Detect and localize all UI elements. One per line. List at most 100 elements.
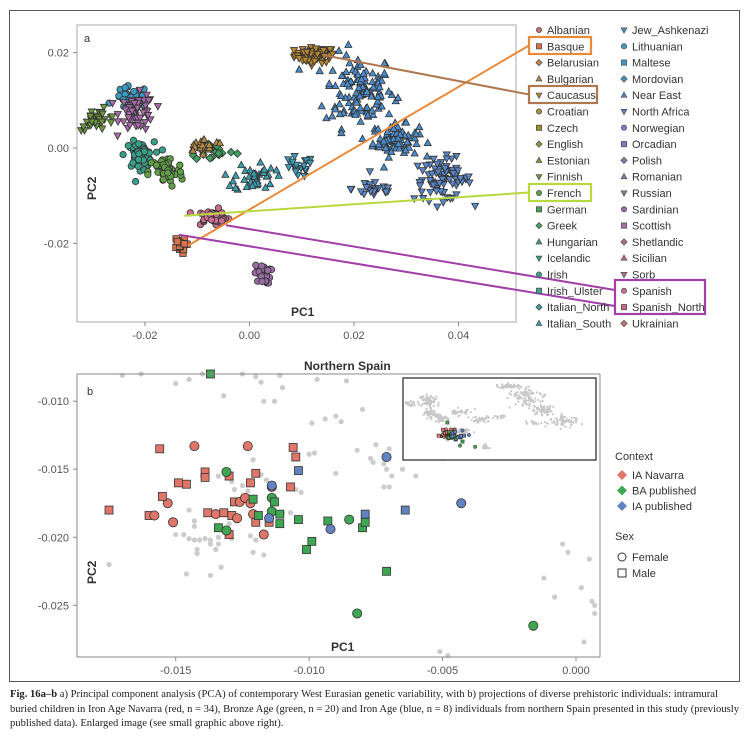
data-point-near-east: [358, 134, 367, 142]
data-point-near-east: [403, 137, 412, 146]
inset-point: [556, 422, 559, 425]
sample-ba-published-male: [323, 516, 333, 526]
inset-point: [559, 417, 563, 420]
data-point-russian: [121, 106, 130, 115]
data-point-russian: [119, 118, 128, 127]
sample-ia-navarra-male: [104, 505, 114, 515]
data-point-irish: [131, 177, 140, 186]
legend-label: Basque: [547, 41, 584, 53]
inset-point: [546, 405, 549, 408]
legend-marker-icon: [536, 189, 543, 196]
inset-sample: [436, 433, 441, 438]
legend-diamond-icon: [617, 470, 627, 480]
data-point-italian-south: [240, 175, 249, 183]
data-point-near-east: [331, 81, 340, 89]
x-tick-label: 0.000: [562, 665, 590, 677]
background-point: [306, 451, 312, 457]
inset-point: [543, 393, 546, 396]
data-point-italian-south: [256, 157, 265, 166]
inset-point: [464, 429, 468, 432]
inset-point: [442, 416, 445, 419]
data-point-near-east: [393, 122, 402, 131]
background-point: [250, 549, 256, 555]
legend-item-irish-ulster: Irish_Ulster: [536, 286, 603, 298]
y-tick-label: 0.02: [48, 48, 69, 60]
sample-ia-navarra-male: [251, 468, 261, 478]
inset-point: [460, 411, 463, 414]
panel-b-title: Northern Spain: [304, 359, 391, 373]
inset-point: [526, 403, 529, 406]
data-point-italian-south: [249, 168, 258, 177]
legend-item-spanish: Spanish: [621, 286, 672, 298]
data-point-finnish: [98, 110, 107, 119]
sample-ba-published-male: [248, 494, 258, 504]
data-point-north-africa: [433, 160, 442, 169]
data-point-caucasus: [310, 58, 319, 66]
data-point-irish: [135, 140, 143, 148]
data-point-italian-south: [260, 165, 269, 173]
sample-ia-navarra-male: [246, 478, 255, 488]
y-tick-label: 0.00: [48, 143, 69, 155]
inset-point: [516, 385, 519, 389]
inset-point: [533, 405, 537, 408]
inset-point: [472, 420, 476, 423]
legend-marker-icon: [536, 271, 543, 278]
data-point-near-east: [359, 69, 368, 77]
data-point-north-africa: [432, 187, 441, 196]
inset-point: [465, 408, 468, 412]
legend-label: Shetlandic: [632, 237, 684, 249]
inset-point: [570, 423, 573, 426]
data-point-north-africa: [470, 202, 480, 211]
legend-marker-icon: [621, 124, 628, 131]
data-point-russian: [113, 111, 123, 119]
legend-marker-icon: [620, 27, 628, 34]
legend-marker-icon: [536, 108, 543, 115]
inset-point: [425, 393, 428, 396]
data-point-near-east: [363, 110, 372, 119]
data-point-near-east: [345, 58, 354, 67]
sample-ia-published-female: [456, 498, 467, 509]
legend-marker-icon: [536, 124, 543, 131]
legend-marker-icon: [621, 43, 628, 50]
inset-point: [551, 413, 554, 416]
data-point-greek: [205, 153, 215, 163]
background-point: [173, 380, 179, 387]
inset-point: [545, 411, 548, 414]
inset-point: [555, 419, 559, 423]
inset-point: [469, 411, 472, 414]
inset-point: [535, 391, 539, 394]
background-point: [194, 550, 200, 557]
data-point-irish: [119, 150, 127, 159]
data-point-north-africa: [448, 180, 457, 189]
data-point-russian: [135, 114, 145, 123]
inset-point: [525, 399, 528, 402]
legend-marker-icon: [535, 92, 543, 100]
data-point-bulgarian: [188, 146, 198, 154]
legend-label: Ukrainian: [632, 318, 678, 330]
inset-point: [424, 398, 428, 401]
legend-item-albanian: Albanian: [536, 25, 590, 37]
inset-point: [437, 417, 440, 420]
data-point-near-east: [317, 101, 326, 110]
inset-sample: [453, 429, 457, 434]
data-point-north-africa: [418, 167, 427, 175]
data-point-near-east: [368, 110, 378, 119]
inset-point: [523, 390, 526, 393]
inset-point: [552, 405, 555, 408]
legend-marker-icon: [536, 26, 543, 33]
sample-ia-navarra-female: [162, 498, 173, 509]
inset-point: [531, 399, 534, 402]
inset-point: [488, 447, 491, 450]
inset-point: [439, 417, 443, 420]
background-point: [271, 398, 278, 404]
inset-point: [467, 416, 470, 419]
inset-point: [508, 406, 511, 409]
data-point-near-east: [343, 79, 352, 88]
background-point: [215, 534, 222, 540]
inset-point: [510, 386, 513, 389]
inset-point: [530, 392, 533, 395]
x-tick-label: 0.00: [239, 330, 260, 342]
inset-point: [523, 392, 527, 396]
inset-point: [566, 419, 570, 423]
data-point-near-east: [379, 136, 388, 145]
